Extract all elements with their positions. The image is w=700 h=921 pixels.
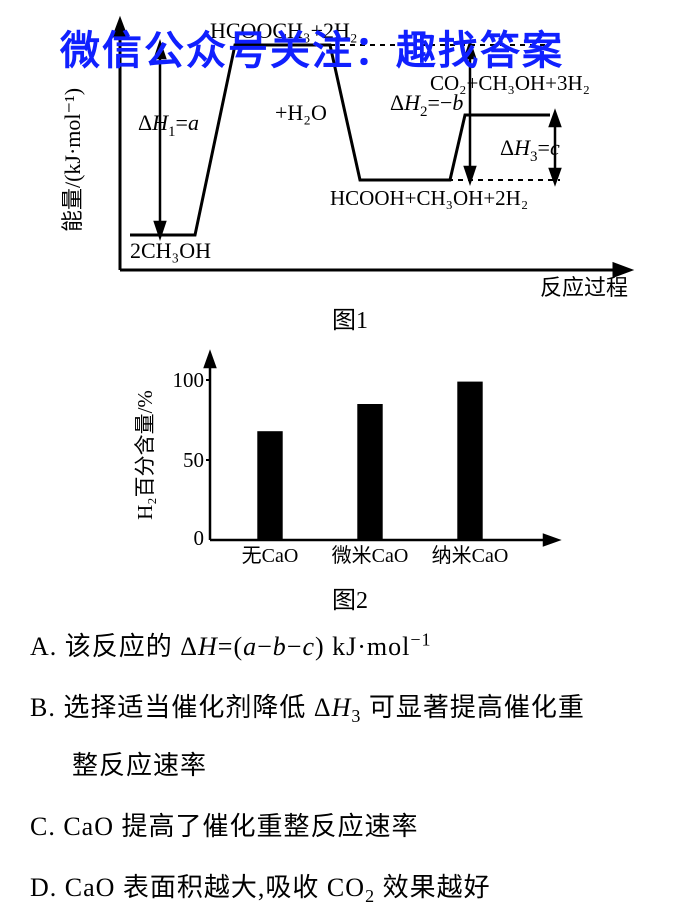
figure-2-bar-chart: H₂百分含量/% 0 50 100 无CaO 微米CaO 纳米CaO <box>130 345 570 575</box>
bar <box>457 382 482 540</box>
svg-text:ΔH1=a: ΔH1=a <box>138 110 199 140</box>
svg-text:HCOOH+CH₃OH+2H₂: HCOOH+CH₃OH+2H₂ <box>330 186 528 210</box>
y-axis-label: 能量/(kJ·mol⁻¹) <box>60 88 85 232</box>
svg-text:ΔH3=c: ΔH3=c <box>500 135 560 165</box>
option-a: A. 该反应的 ΔH=(a−b−c) kJ·mol−1 <box>30 618 680 675</box>
option-d: D. CaO 表面积越大,吸收 CO2 效果越好 <box>30 859 680 917</box>
svg-text:0: 0 <box>194 526 205 550</box>
figure-2-caption: 图2 <box>0 580 700 615</box>
x-axis-label: 反应过程 <box>540 275 628 300</box>
option-c: C. CaO 提高了催化重整反应速率 <box>30 798 680 855</box>
category-label: 纳米CaO <box>432 544 509 567</box>
bar <box>257 431 282 540</box>
category-label: 微米CaO <box>332 544 409 567</box>
svg-text:100: 100 <box>173 368 205 392</box>
answer-options: A. 该反应的 ΔH=(a−b−c) kJ·mol−1 B. 选择适当催化剂降低… <box>30 618 680 921</box>
svg-text:H₂百分含量/%: H₂百分含量/% <box>133 390 157 520</box>
figure-1-caption: 图1 <box>0 300 700 335</box>
option-b: B. 选择适当催化剂降低 ΔH3 可显著提高催化重 整反应速率 <box>30 679 680 794</box>
svg-text:2CH₃OH: 2CH₃OH <box>130 238 211 263</box>
bar <box>357 404 382 540</box>
svg-text:50: 50 <box>183 448 204 472</box>
svg-text:+H₂O: +H₂O <box>275 100 327 125</box>
category-label: 无CaO <box>242 545 299 567</box>
watermark-text: 微信公众号关注：趣找答案 <box>60 18 564 76</box>
